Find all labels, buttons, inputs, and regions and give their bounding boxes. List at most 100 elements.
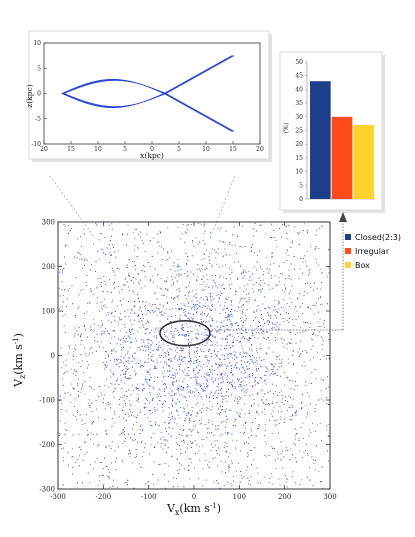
scatter-point — [121, 289, 123, 290]
scatter-point — [195, 338, 197, 340]
scatter-point — [210, 340, 212, 341]
scatter-point — [198, 370, 200, 372]
scatter-point — [124, 433, 125, 435]
scatter-point — [218, 330, 220, 332]
scatter-point — [113, 390, 115, 392]
scatter-point — [201, 283, 203, 285]
scatter-point — [320, 326, 322, 328]
scatter-point — [228, 464, 230, 466]
scatter-point — [298, 278, 300, 279]
scatter-point — [206, 396, 207, 398]
scatter-point — [224, 288, 225, 290]
scatter-point — [310, 432, 312, 434]
scatter-point — [176, 458, 178, 460]
scatter-point — [188, 349, 190, 351]
orbit-y-tick-label: 5 — [37, 65, 41, 72]
scatter-point — [225, 394, 227, 396]
scatter-point — [141, 440, 143, 442]
scatter-point — [79, 446, 81, 448]
scatter-point — [244, 338, 245, 340]
scatter-point — [220, 373, 222, 375]
scatter-point — [76, 330, 78, 332]
scatter-point — [168, 433, 170, 435]
scatter-point — [118, 399, 120, 400]
scatter-point — [169, 348, 171, 350]
scatter-point — [249, 363, 251, 364]
scatter-point — [211, 310, 212, 312]
scatter-point — [132, 439, 134, 441]
scatter-point — [160, 361, 162, 363]
scatter-point — [197, 384, 199, 386]
scatter-point — [321, 282, 323, 283]
orbit-curves — [61, 55, 235, 132]
scatter-point — [103, 474, 104, 476]
scatter-point — [153, 380, 155, 382]
scatter-point — [271, 332, 273, 334]
scatter-point — [276, 356, 278, 357]
scatter-point — [307, 282, 308, 284]
scatter-point — [310, 322, 311, 324]
scatter-point — [301, 402, 303, 403]
scatter-point — [111, 441, 113, 443]
scatter-point — [215, 353, 216, 355]
scatter-point — [121, 349, 123, 351]
scatter-point — [162, 314, 164, 316]
scatter-point — [196, 350, 197, 352]
scatter-point — [88, 364, 89, 366]
scatter-point — [211, 443, 213, 445]
scatter-point — [216, 330, 218, 332]
scatter-point — [239, 481, 241, 483]
scatter-point — [321, 337, 323, 339]
scatter-point — [179, 417, 181, 419]
scatter-point — [184, 309, 186, 310]
scatter-point — [233, 480, 234, 482]
scatter-point — [165, 439, 167, 441]
scatter-point — [106, 433, 108, 435]
scatter-point — [271, 223, 272, 225]
scatter-x-tick-label: -100 — [141, 493, 157, 501]
scatter-point — [226, 335, 228, 337]
scatter-point — [246, 391, 247, 393]
scatter-point — [302, 351, 303, 352]
scatter-point — [120, 359, 121, 361]
scatter-point — [208, 360, 210, 362]
scatter-point — [258, 289, 260, 291]
scatter-point — [231, 335, 233, 337]
scatter-point — [278, 328, 280, 330]
scatter-point — [136, 387, 138, 389]
scatter-point — [291, 240, 293, 242]
scatter-point — [217, 440, 218, 442]
scatter-point — [256, 357, 257, 359]
scatter-point — [240, 264, 242, 266]
scatter-point — [225, 426, 226, 428]
scatter-point — [157, 233, 159, 235]
scatter-point — [220, 373, 222, 375]
orbit-x-tick-label: 10 — [202, 146, 210, 153]
scatter-point — [259, 357, 260, 359]
scatter-point — [227, 481, 229, 483]
scatter-point — [157, 396, 159, 397]
scatter-point — [237, 398, 238, 400]
scatter-point — [111, 383, 113, 385]
scatter-point — [133, 487, 135, 489]
scatter-point — [225, 338, 227, 340]
scatter-point — [226, 325, 228, 326]
scatter-point — [269, 374, 271, 376]
scatter-point — [115, 461, 117, 463]
scatter-point — [150, 312, 151, 314]
scatter-point — [110, 407, 111, 409]
scatter-point — [166, 362, 168, 364]
scatter-point — [159, 389, 161, 391]
scatter-point — [168, 339, 170, 340]
scatter-point — [203, 225, 205, 226]
scatter-point — [66, 430, 68, 431]
scatter-point — [233, 341, 234, 343]
scatter-point — [196, 312, 197, 314]
scatter-point — [242, 324, 243, 326]
scatter-point — [221, 373, 223, 375]
scatter-point — [276, 401, 278, 403]
scatter-point — [203, 438, 205, 440]
scatter-point — [307, 306, 309, 308]
scatter-point — [150, 413, 151, 415]
scatter-point — [108, 225, 110, 226]
